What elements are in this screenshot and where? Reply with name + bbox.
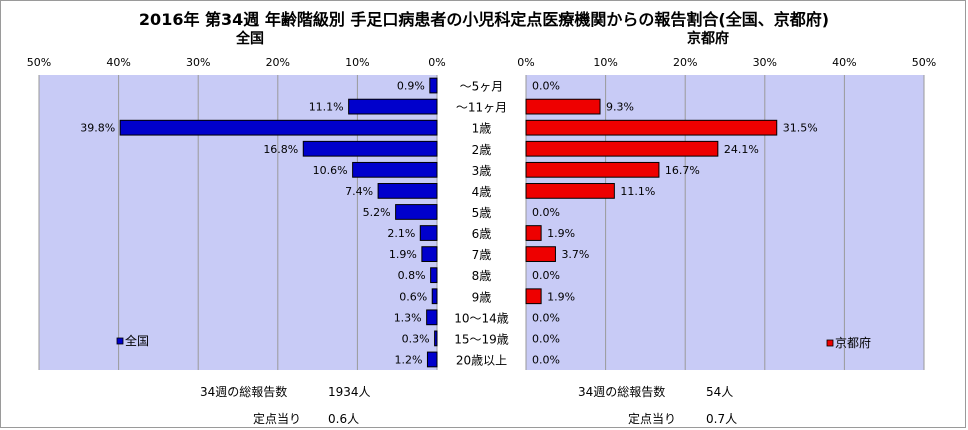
kyoto-per-site-value: 0.7人 [706, 412, 738, 426]
kyoto-bar [525, 98, 601, 115]
national-data-label: 11.1% [309, 101, 344, 114]
national-tick-label: 30% [186, 56, 210, 69]
national-per-site-value: 0.6人 [328, 412, 360, 426]
national-tick-label: 40% [106, 56, 130, 69]
national-bar [419, 225, 438, 241]
kyoto-bar [525, 225, 542, 241]
national-data-label: 1.2% [394, 353, 422, 366]
national-legend-swatch [116, 337, 124, 345]
national-bar [302, 140, 438, 157]
category-label: 1歳 [472, 122, 492, 136]
category-label: ～11ヶ月 [456, 101, 507, 115]
national-tick-label: 0% [428, 56, 445, 69]
national-data-label: 7.4% [345, 185, 373, 198]
national-bar [395, 204, 438, 220]
national-tick-label: 50% [27, 56, 51, 69]
national-legend-label: 全国 [125, 333, 149, 348]
kyoto-total-reports-label: 34週の総報告数 [578, 385, 666, 399]
national-tick-label: 10% [345, 56, 369, 69]
national-data-label: 0.3% [402, 332, 430, 345]
national-bar [426, 351, 438, 368]
national-bar [348, 98, 438, 115]
kyoto-data-label: 24.1% [724, 143, 759, 156]
national-data-label: 1.9% [389, 248, 417, 261]
kyoto-data-label: 0.0% [532, 80, 560, 93]
kyoto-data-label: 31.5% [783, 122, 818, 135]
kyoto-bar [525, 246, 556, 262]
kyoto-bar [525, 183, 615, 199]
kyoto-data-label: 3.7% [561, 248, 589, 261]
kyoto-data-label: 0.0% [532, 206, 560, 219]
kyoto-tick-label: 20% [673, 56, 697, 69]
chart-title: 2016年 第34週 年齢階級別 手足口病患者の小児科定点医療機関からの報告割合… [138, 10, 830, 29]
kyoto-tick-label: 10% [593, 56, 617, 69]
category-label: ～5ヶ月 [460, 80, 504, 94]
kyoto-tick-label: 50% [912, 56, 936, 69]
category-label: 8歳 [472, 269, 492, 283]
national-tick-label: 20% [266, 56, 290, 69]
national-subtitle: 全国 [236, 31, 264, 47]
national-bar [429, 77, 438, 94]
kyoto-tick-label: 30% [753, 56, 777, 69]
national-per-site-label: 定点当り [253, 412, 302, 426]
national-bar [430, 267, 438, 284]
national-data-label: 10.6% [313, 164, 348, 177]
kyoto-legend-label: 京都府 [835, 335, 871, 350]
kyoto-data-label: 11.1% [620, 185, 655, 198]
category-label: 20歳以上 [456, 353, 507, 367]
kyoto-data-label: 0.0% [532, 353, 560, 366]
category-label: 3歳 [472, 164, 492, 178]
national-bar [426, 309, 438, 326]
national-data-label: 39.8% [80, 122, 115, 135]
category-label: 5歳 [472, 206, 492, 220]
national-bar [377, 183, 438, 199]
kyoto-plot-area [526, 75, 924, 370]
category-label: 4歳 [472, 185, 492, 199]
category-label: 9歳 [472, 290, 492, 304]
kyoto-data-label: 0.0% [532, 311, 560, 324]
kyoto-data-label: 1.9% [547, 290, 575, 303]
kyoto-per-site-label: 定点当り [628, 412, 677, 426]
kyoto-tick-label: 40% [832, 56, 856, 69]
national-bar [119, 119, 438, 136]
national-total-reports-label: 34週の総報告数 [200, 385, 288, 399]
kyoto-data-label: 9.3% [606, 101, 634, 114]
national-data-label: 0.8% [398, 269, 426, 282]
national-data-label: 2.1% [387, 227, 415, 240]
kyoto-bar [525, 119, 778, 136]
kyoto-data-label: 16.7% [665, 164, 700, 177]
national-total-reports-value: 1934人 [328, 385, 371, 399]
national-data-label: 16.8% [263, 143, 298, 156]
category-label: 10～14歳 [454, 311, 509, 325]
kyoto-bar [525, 161, 660, 178]
national-data-label: 0.6% [399, 290, 427, 303]
category-label: 6歳 [472, 227, 492, 241]
kyoto-tick-label: 0% [517, 56, 534, 69]
national-data-label: 0.9% [397, 80, 425, 93]
kyoto-bar [525, 288, 542, 305]
kyoto-data-label: 0.0% [532, 332, 560, 345]
category-label: 2歳 [472, 143, 492, 157]
national-bar [421, 246, 438, 262]
national-plot-area [39, 75, 437, 370]
national-bar [352, 161, 438, 178]
national-bar [431, 288, 438, 305]
national-data-label: 5.2% [363, 206, 391, 219]
category-label: 7歳 [472, 248, 492, 262]
kyoto-subtitle: 京都府 [687, 31, 729, 47]
category-label: 15～19歳 [454, 332, 509, 346]
kyoto-legend-swatch [826, 339, 834, 347]
national-data-label: 1.3% [394, 311, 422, 324]
kyoto-bar [525, 140, 719, 157]
kyoto-data-label: 1.9% [547, 227, 575, 240]
kyoto-total-reports-value: 54人 [706, 385, 734, 399]
national-bar [434, 330, 438, 347]
kyoto-data-label: 0.0% [532, 269, 560, 282]
